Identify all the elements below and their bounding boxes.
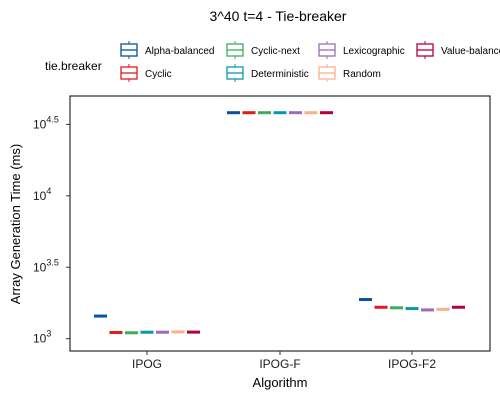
data-marks — [94, 111, 465, 335]
y-tick-label-3: 104.5 — [33, 114, 59, 131]
box-random-ipog — [171, 330, 185, 334]
box-cyclic-ipog-f — [242, 111, 256, 115]
x-axis: IPOG IPOG-F IPOG-F2 — [132, 351, 436, 371]
box-value-balanced-ipog — [187, 330, 200, 334]
x-tick-label-0: IPOG — [132, 357, 162, 371]
legend-item-deterministic: Deterministic — [226, 64, 309, 82]
box-cyclic-next-ipog — [125, 331, 138, 335]
box-lexicographic-ipog — [156, 330, 169, 334]
x-axis-title: Algorithm — [253, 375, 308, 390]
y-tick-label-2: 104 — [33, 186, 51, 203]
y-axis-title: Array Generation Time (ms) — [8, 144, 23, 304]
legend: Alpha-balanced Cyclic Cyclic-next Determini… — [120, 41, 500, 82]
box-lexicographic-ipog-f — [289, 111, 302, 115]
box-cyclic-next-ipog-f — [258, 111, 271, 115]
legend-item-lexicographic: Lexicographic — [318, 41, 405, 59]
legend-item-random: Random — [318, 64, 381, 82]
box-cyclic-ipog-f2 — [374, 305, 388, 309]
box-alpha-balanced-ipog — [94, 314, 107, 318]
box-cyclic-ipog — [109, 330, 123, 334]
box-lexicographic-ipog-f2 — [421, 308, 434, 312]
legend-label: Value-balanced — [441, 46, 500, 57]
chart-title: 3^40 t=4 - Tie-breaker — [210, 8, 347, 24]
legend-item-cyclic-next: Cyclic-next — [226, 41, 300, 59]
box-alpha-balanced-ipog-f — [227, 111, 240, 115]
box-deterministic-ipog-f — [273, 111, 287, 115]
box-value-balanced-ipog-f — [320, 111, 333, 115]
box-random-ipog-f2 — [436, 307, 450, 311]
box-deterministic-ipog-f2 — [405, 307, 419, 311]
legend-item-value-balanced: Value-balanced — [416, 41, 500, 59]
legend-label: Lexicographic — [343, 46, 405, 57]
legend-label: Cyclic — [145, 69, 172, 80]
box-alpha-balanced-ipog-f2 — [359, 298, 372, 302]
legend-item-cyclic: Cyclic — [120, 64, 172, 82]
y-axis: 103 103.5 104 104.5 — [33, 114, 70, 346]
box-random-ipog-f — [304, 111, 318, 115]
legend-label: Alpha-balanced — [145, 46, 215, 57]
legend-item-alpha-balanced: Alpha-balanced — [120, 41, 215, 59]
legend-label: Random — [343, 69, 381, 80]
box-value-balanced-ipog-f2 — [452, 305, 465, 309]
legend-label: Deterministic — [251, 69, 309, 80]
plot-frame — [69, 95, 491, 352]
x-tick-label-1: IPOG-F — [259, 357, 300, 371]
box-cyclic-next-ipog-f2 — [390, 306, 403, 310]
legend-title: tie.breaker — [45, 59, 102, 73]
legend-label: Cyclic-next — [251, 46, 300, 57]
x-tick-label-2: IPOG-F2 — [388, 357, 436, 371]
box-deterministic-ipog — [140, 330, 154, 334]
y-tick-label-0: 103 — [33, 329, 51, 346]
y-tick-label-1: 103.5 — [33, 257, 59, 274]
